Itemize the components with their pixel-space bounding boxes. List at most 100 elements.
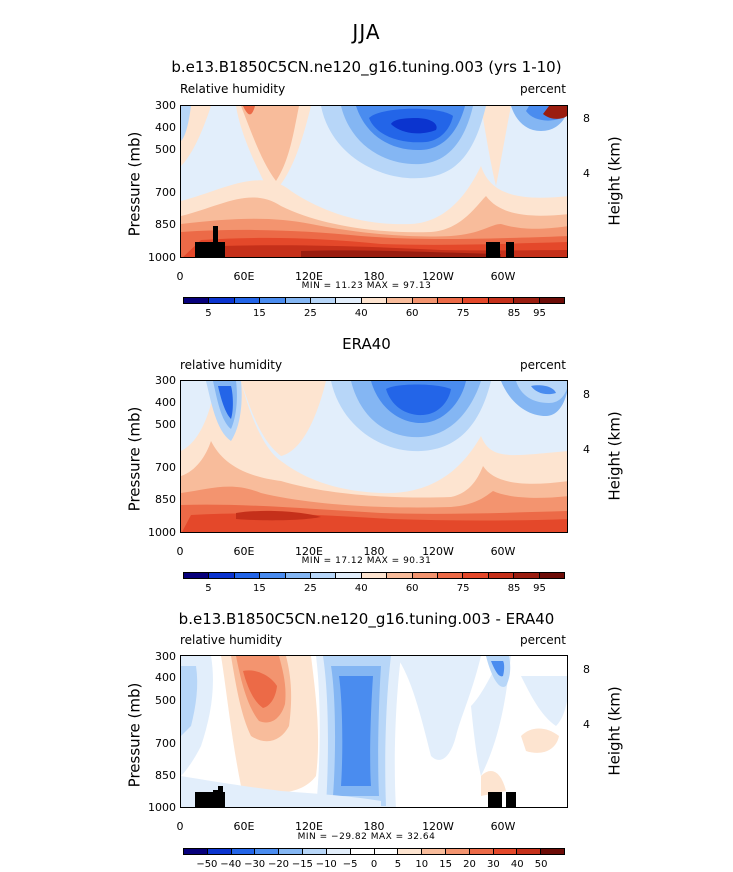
colorbar-swatch xyxy=(398,849,423,854)
x-tick-120e: 120E xyxy=(295,820,323,833)
y-tick-1000: 1000 xyxy=(148,801,176,814)
x-tick-0: 0 xyxy=(176,820,184,833)
x-tick-120w: 120W xyxy=(422,545,454,558)
y-tick-500: 500 xyxy=(155,143,176,156)
colorbar-label: 85 xyxy=(507,583,521,594)
colorbar-label: 15 xyxy=(439,859,452,870)
y2-axis-title: Height (km) xyxy=(605,411,624,501)
colorbar-swatch xyxy=(387,298,413,303)
y-tick-850: 850 xyxy=(155,218,176,231)
y-tick-700: 700 xyxy=(155,186,176,199)
x-tick-0: 0 xyxy=(176,270,184,283)
contour-plot-difference xyxy=(180,655,568,808)
min-max-stats: MIN = 17.12 MAX = 90.31 xyxy=(301,556,432,566)
colorbar-swatch xyxy=(311,298,337,303)
colorbar-label: −50 xyxy=(196,859,218,870)
colorbar-swatch xyxy=(463,298,489,303)
colorbar-label: 60 xyxy=(405,583,419,594)
y-tick-700: 700 xyxy=(155,737,176,750)
y-tick-700: 700 xyxy=(155,461,176,474)
colorbar-label: 40 xyxy=(354,308,368,319)
y-tick-500: 500 xyxy=(155,694,176,707)
colorbar-label: 20 xyxy=(463,859,476,870)
colorbar-label: 50 xyxy=(534,859,548,870)
colorbar-swatch xyxy=(234,573,261,578)
colorbar-label: 15 xyxy=(253,308,266,319)
y2-tick-8: 8 xyxy=(583,663,590,676)
colorbar-label: 10 xyxy=(415,859,429,870)
colorbar-swatch xyxy=(463,573,489,578)
colorbar-label: 75 xyxy=(456,583,470,594)
colorbar-swatch xyxy=(234,298,261,303)
y-tick-300: 300 xyxy=(155,650,176,663)
colorbar-swatch xyxy=(412,298,439,303)
x-tick-60w: 60W xyxy=(490,270,516,283)
y2-tick-8: 8 xyxy=(583,112,590,125)
colorbar-swatch xyxy=(517,849,542,854)
colorbar-swatch xyxy=(184,573,210,578)
colorbar-label: 30 xyxy=(487,859,500,870)
colorbar-swatch xyxy=(412,573,439,578)
y-tick-300: 300 xyxy=(155,374,176,387)
x-tick-120e: 120E xyxy=(295,270,323,283)
y-tick-850: 850 xyxy=(155,769,176,782)
colorbar-swatch xyxy=(514,573,540,578)
colorbar-swatch xyxy=(493,849,518,854)
colorbar-label: 95 xyxy=(533,583,546,594)
contour-plot-era40 xyxy=(180,380,568,533)
colorbar-label: −10 xyxy=(315,859,337,870)
y2-tick-8: 8 xyxy=(583,388,590,401)
colorbar-label: 75 xyxy=(456,308,470,319)
colorbar-swatch xyxy=(539,573,565,578)
y-tick-1000: 1000 xyxy=(148,526,176,539)
colorbar-label: −5 xyxy=(342,859,358,870)
colorbar-swatch xyxy=(279,849,304,854)
colorbar-label: −30 xyxy=(244,859,266,870)
y2-axis-title: Height (km) xyxy=(605,136,624,226)
colorbar-swatch xyxy=(255,849,280,854)
colorbar-swatch xyxy=(209,573,235,578)
colorbar-swatch xyxy=(260,573,286,578)
colorbar xyxy=(183,848,565,855)
colorbar-label: 5 xyxy=(205,308,212,319)
colorbar-swatch xyxy=(438,573,464,578)
colorbar-swatch xyxy=(488,573,515,578)
colorbar-swatch xyxy=(387,573,413,578)
colorbar-label: −20 xyxy=(267,859,290,870)
x-tick-0: 0 xyxy=(176,545,184,558)
colorbar-label: 15 xyxy=(253,583,266,594)
variable-label: Relative humidity xyxy=(180,82,286,96)
y2-axis-title: Height (km) xyxy=(605,686,624,776)
x-tick-60e: 60E xyxy=(233,270,255,283)
colorbar-swatch xyxy=(438,298,464,303)
colorbar-label: −40 xyxy=(220,859,242,870)
y-tick-400: 400 xyxy=(155,121,176,134)
figure-title: JJA xyxy=(352,20,381,44)
colorbar-swatch xyxy=(336,573,362,578)
panel-title: b.e13.B1850C5CN.ne120_g16.tuning.003 - E… xyxy=(178,610,555,628)
units-label: percent xyxy=(520,358,566,372)
x-tick-120w: 120W xyxy=(422,820,454,833)
y2-tick-4: 4 xyxy=(583,718,590,731)
colorbar-swatch xyxy=(285,573,312,578)
x-tick-60e: 60E xyxy=(233,820,255,833)
colorbar-swatch xyxy=(311,573,337,578)
colorbar xyxy=(183,297,565,304)
colorbar-label: 40 xyxy=(354,583,368,594)
colorbar-swatch xyxy=(445,849,470,854)
colorbar-swatch xyxy=(422,849,446,854)
colorbar-swatch xyxy=(539,298,565,303)
min-max-stats: MIN = −29.82 MAX = 32.64 xyxy=(297,832,436,842)
y2-tick-4: 4 xyxy=(583,443,590,456)
min-max-stats: MIN = 11.23 MAX = 97.13 xyxy=(301,281,432,291)
colorbar-swatch xyxy=(514,298,540,303)
colorbar-label: 85 xyxy=(507,308,521,319)
units-label: percent xyxy=(520,633,566,647)
colorbar-swatch xyxy=(488,298,515,303)
colorbar-label: −15 xyxy=(291,859,313,870)
y-tick-400: 400 xyxy=(155,671,176,684)
y-tick-300: 300 xyxy=(155,99,176,112)
colorbar-swatch xyxy=(207,849,232,854)
colorbar-swatch xyxy=(541,849,564,854)
y-tick-400: 400 xyxy=(155,396,176,409)
